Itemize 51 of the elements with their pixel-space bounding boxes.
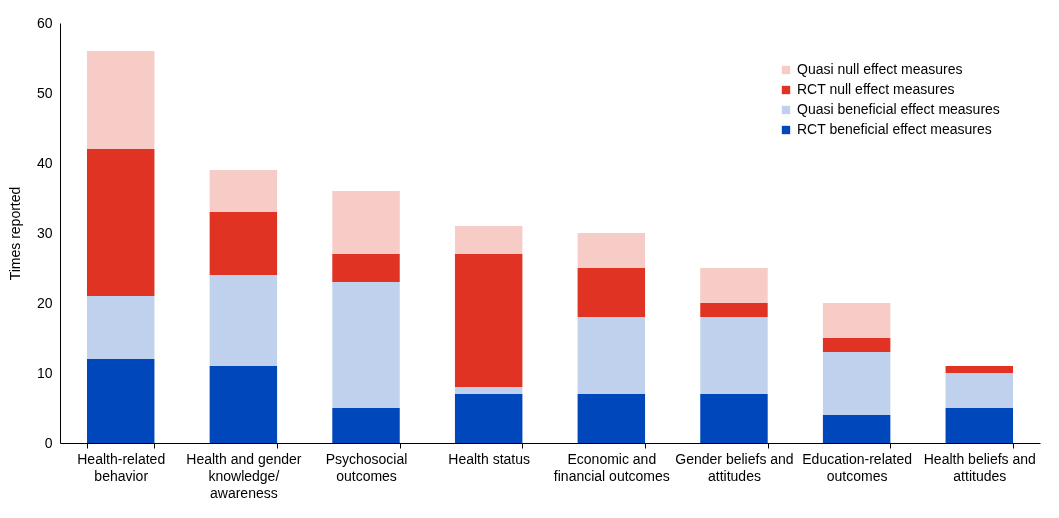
x-tick-label: Psychosocial outcomes [325, 450, 408, 484]
bar [454, 394, 523, 443]
bar [86, 359, 155, 443]
bar [86, 149, 155, 296]
bar [577, 233, 646, 268]
y-tick-label: 60 [36, 14, 53, 31]
bar [700, 394, 768, 443]
bar [822, 303, 891, 338]
bar [454, 226, 523, 254]
bar [332, 282, 400, 408]
x-tick-label: Health-related behavior [77, 450, 166, 484]
bar [86, 51, 155, 149]
bar [454, 254, 523, 387]
x-tick-label: Gender beliefs and attitudes [675, 450, 794, 484]
legend-label: Quasi null effect measures [797, 61, 963, 77]
bar [577, 394, 646, 443]
bar [700, 268, 768, 303]
bar [209, 275, 278, 366]
x-tick-label: Economic and financial outcomes [553, 450, 670, 484]
y-tick-label: 30 [36, 224, 53, 241]
legend-label: Quasi beneficial effect measures [797, 101, 1000, 117]
x-tick-label: Health beliefs and attitudes [923, 450, 1036, 484]
bar [700, 303, 768, 317]
bar [700, 317, 768, 394]
bar [209, 212, 278, 275]
x-tick-label: Education-related outcomes [802, 450, 913, 484]
bar [577, 317, 646, 394]
bar [332, 408, 400, 443]
bar [945, 408, 1014, 443]
bar [209, 170, 278, 212]
y-tick-label: 20 [36, 294, 53, 311]
bar [945, 373, 1014, 408]
bar [209, 366, 278, 443]
x-tick-label: Health status [448, 450, 531, 467]
bar [86, 296, 155, 359]
y-tick-label: 50 [36, 84, 53, 101]
legend-label: RCT null effect measures [797, 81, 955, 97]
bar [822, 338, 891, 352]
bar [577, 268, 646, 317]
x-tick-label: Health and gender knowledge/ awareness [186, 450, 302, 501]
y-axis-title: Times reported [6, 186, 23, 281]
bar [454, 387, 523, 394]
y-tick-label: 10 [36, 364, 53, 381]
bar [332, 254, 400, 282]
y-tick-label: 0 [44, 434, 53, 451]
bar [822, 352, 891, 415]
bar [945, 366, 1014, 373]
legend-label: RCT beneficial effect measures [797, 121, 992, 137]
bar [332, 191, 400, 254]
bar [822, 415, 891, 443]
y-tick-label: 40 [36, 154, 53, 171]
